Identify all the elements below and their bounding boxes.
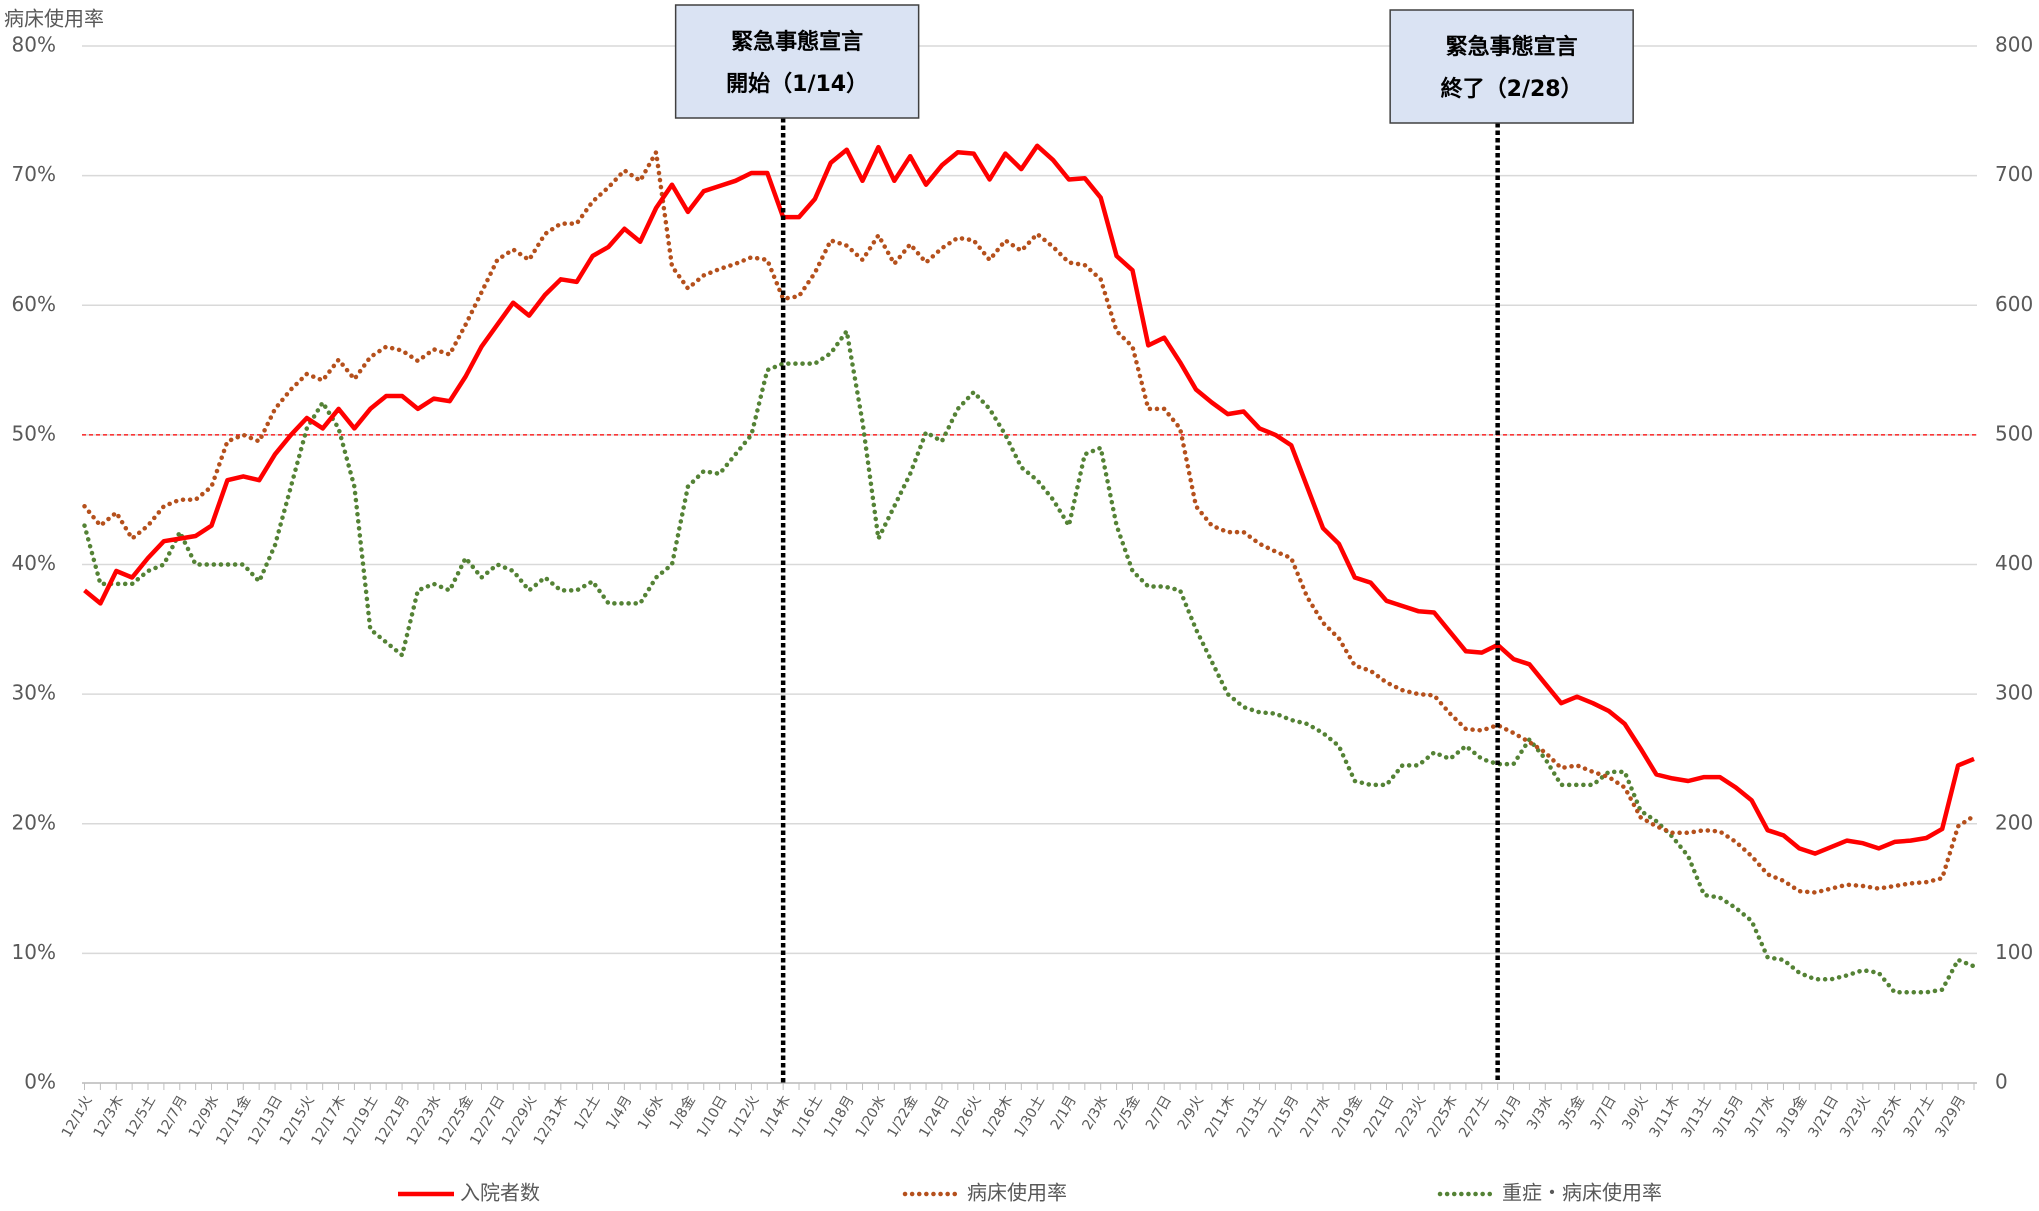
y-tick-label: 20% [12,810,56,834]
x-tick-label: 1/22金 [885,1093,922,1140]
y2-tick-label: 700 [1995,162,2033,186]
x-tick-label: 2/1月 [1048,1093,1080,1133]
x-tick-label: 3/3水 [1524,1093,1556,1133]
x-tick-label: 3/19金 [1774,1093,1811,1140]
x-tick-label: 3/25木 [1869,1093,1906,1140]
x-tick-label: 1/4月 [603,1093,635,1133]
y-tick-label: 80% [12,33,56,57]
series-line [83,143,1975,856]
x-tick-label: 3/1月 [1492,1093,1524,1133]
x-tick-label: 2/15月 [1266,1093,1303,1140]
y-tick-label: 70% [12,162,56,186]
y2-tick-label: 100 [1995,940,2033,964]
x-tick-label: 3/7日 [1588,1093,1620,1133]
x-tick-label: 12/3木 [91,1093,128,1140]
y-tick-label: 0% [24,1070,56,1094]
x-tick-label: 2/9火 [1175,1093,1207,1133]
x-tick-label: 3/13土 [1678,1093,1715,1140]
annotation-text: 緊急事態宣言 [731,29,863,55]
annotation-box [1389,9,1634,124]
y2-tick-label: 400 [1995,551,2033,575]
y2-tick-label: 600 [1995,292,2033,316]
x-tick-label: 2/23火 [1393,1093,1430,1140]
x-tick-label: 1/20水 [853,1093,890,1140]
y2-tick-label: 800 [1995,33,2033,57]
x-tick-label: 1/28木 [980,1093,1017,1140]
series-line [82,325,1977,995]
x-tick-label: 1/16土 [789,1093,826,1140]
x-tick-label: 3/23火 [1837,1093,1874,1140]
annotation-text: 開始（1/14） [726,71,868,97]
x-tick-label: 1/30土 [1012,1093,1049,1140]
x-tick-label: 3/29月 [1932,1093,1969,1140]
y-tick-label: 40% [12,551,56,575]
x-tick-label: 3/15月 [1710,1093,1747,1140]
y2-tick-label: 300 [1995,681,2033,705]
legend-label: 病床使用率 [967,1181,1067,1205]
annotation-box [674,4,920,119]
legend-label: 入院者数 [460,1181,540,1205]
x-tick-label: 1/26火 [948,1093,985,1140]
y2-tick-label: 500 [1995,421,2033,445]
x-tick-label: 3/5金 [1556,1093,1588,1133]
x-tick-label: 3/17水 [1742,1093,1779,1140]
x-tick-label: 2/13土 [1234,1093,1271,1140]
x-tick-label: 1/12火 [726,1093,763,1140]
y2-tick-label: 0 [1995,1070,2008,1094]
y2-tick-label: 200 [1995,810,2033,834]
x-tick-label: 2/11木 [1202,1093,1239,1140]
x-tick-label: 3/11木 [1647,1093,1684,1140]
annotation-text: 緊急事態宣言 [1446,34,1578,60]
x-tick-label: 3/27土 [1901,1093,1938,1140]
x-tick-label: 2/19金 [1329,1093,1366,1140]
y-axis-label: 病床使用率 [4,7,104,31]
x-tick-label: 2/7日 [1143,1093,1175,1133]
x-tick-label: 1/8金 [667,1093,699,1133]
x-tick-label: 2/21日 [1361,1093,1398,1140]
x-tick-label: 1/24日 [916,1093,953,1140]
x-tick-label: 3/9火 [1619,1093,1651,1133]
x-tick-label: 2/5金 [1111,1093,1143,1133]
annotation-text: 終了（2/28） [1441,76,1583,102]
x-tick-label: 2/3水 [1080,1093,1112,1133]
x-tick-label: 2/27土 [1456,1093,1493,1140]
x-tick-label: 12/7月 [154,1093,191,1140]
x-tick-label: 1/18月 [821,1093,858,1140]
x-tick-label: 1/10日 [694,1093,731,1140]
legend-label: 重症・病床使用率 [1502,1181,1662,1205]
x-tick-label: 1/14木 [757,1093,794,1140]
x-tick-label: 1/6水 [635,1093,667,1133]
x-tick-label: 12/1火 [59,1093,96,1140]
y-tick-label: 10% [12,940,56,964]
x-tick-label: 12/5土 [122,1093,159,1140]
x-tick-label: 2/17水 [1297,1093,1334,1140]
x-tick-label: 2/25木 [1424,1093,1461,1140]
series-line [82,145,1977,895]
y-tick-label: 60% [12,292,56,316]
y-tick-label: 50% [12,421,56,445]
y-tick-label: 30% [12,681,56,705]
x-tick-label: 1/2土 [571,1093,603,1133]
x-tick-label: 3/21日 [1805,1093,1842,1140]
